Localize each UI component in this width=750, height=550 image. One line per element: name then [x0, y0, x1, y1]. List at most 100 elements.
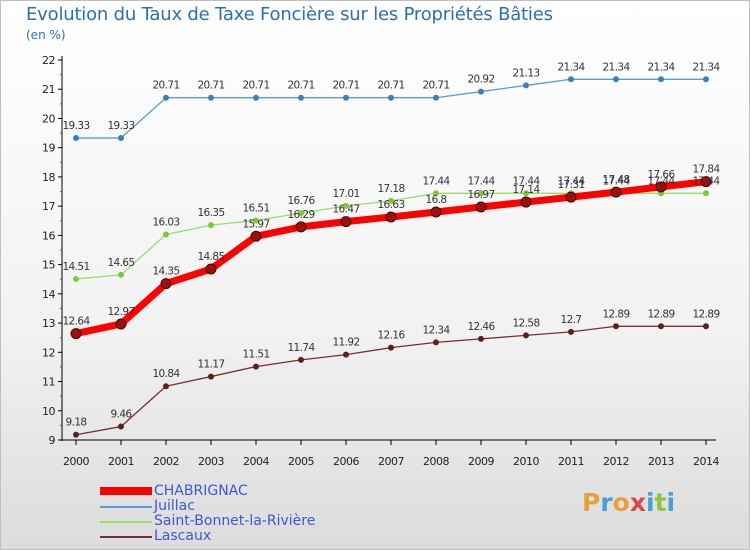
- y-tick-label: 12: [42, 346, 55, 359]
- data-label: 16.35: [197, 207, 224, 219]
- data-point: [613, 76, 619, 83]
- data-point: [433, 339, 439, 346]
- data-point: [298, 356, 304, 363]
- data-point: [478, 190, 484, 197]
- data-point: [208, 222, 214, 229]
- x-tick-label: 2000: [63, 455, 89, 468]
- data-point: [163, 383, 169, 390]
- legend-label: CHABRIGNAC: [154, 483, 248, 499]
- data-point: [388, 344, 394, 351]
- data-point: [703, 190, 709, 197]
- y-tick-label: 21: [42, 83, 55, 96]
- data-label: 14.35: [152, 266, 179, 278]
- x-tick-label: 2008: [423, 455, 449, 468]
- data-point: [388, 197, 394, 204]
- legend-swatch: [100, 487, 152, 495]
- data-label: 21.34: [647, 61, 675, 73]
- data-point: [208, 373, 214, 380]
- data-label: 20.71: [422, 80, 449, 92]
- legend-label: Juillac: [154, 498, 195, 514]
- data-label: 12.46: [467, 321, 495, 333]
- data-point: [523, 190, 529, 197]
- data-label: 21.34: [692, 61, 720, 73]
- data-label: 21.34: [557, 61, 585, 73]
- data-label: 12.89: [647, 308, 674, 320]
- data-label: 17.44: [647, 175, 675, 187]
- series-line-3: [75, 325, 706, 436]
- data-point: [115, 318, 127, 330]
- y-tick-label: 18: [42, 171, 55, 184]
- data-point: [343, 351, 349, 358]
- data-point: [433, 190, 439, 197]
- data-label: 20.71: [242, 80, 269, 92]
- data-point: [385, 211, 397, 223]
- data-label: 20.71: [197, 80, 224, 92]
- x-tick-label: 2014: [693, 455, 719, 468]
- x-tick-label: 2012: [603, 455, 629, 468]
- y-tick-label: 19: [42, 142, 55, 155]
- data-point: [205, 263, 217, 275]
- x-tick-label: 2011: [558, 455, 584, 468]
- data-point: [388, 94, 394, 101]
- logo-letter: t: [654, 488, 667, 517]
- data-label: 17.44: [692, 175, 720, 187]
- data-label: 17.44: [602, 175, 630, 187]
- data-point: [523, 82, 529, 89]
- logo-letter: i: [646, 488, 655, 517]
- legend-label: Lascaux: [154, 528, 212, 544]
- data-label: 20.71: [152, 80, 179, 92]
- data-label: 20.71: [332, 80, 359, 92]
- data-point: [118, 271, 124, 278]
- data-point: [160, 278, 172, 290]
- data-point: [253, 363, 259, 370]
- data-point: [520, 196, 532, 208]
- x-tick-label: 2002: [153, 455, 179, 468]
- legend-swatch: [100, 521, 152, 523]
- legend-label: Saint-Bonnet-la-Rivière: [154, 513, 316, 529]
- data-point: [568, 76, 574, 83]
- data-label: 16.8: [426, 194, 447, 206]
- data-point: [298, 210, 304, 217]
- data-label: 17.44: [512, 175, 540, 187]
- x-tick-label: 2001: [108, 455, 134, 468]
- logo-letter: x: [629, 488, 646, 517]
- logo-letter: i: [666, 488, 676, 517]
- data-point: [253, 94, 259, 101]
- data-label: 16.29: [287, 209, 314, 221]
- data-label: 16.51: [242, 202, 269, 214]
- y-tick-label: 14: [42, 288, 55, 301]
- data-point: [658, 323, 664, 330]
- data-label: 11.51: [242, 349, 269, 361]
- chart-title: Evolution du Taux de Taxe Foncière sur l…: [26, 4, 553, 25]
- data-point: [295, 221, 307, 233]
- logo-letter: r: [600, 488, 613, 517]
- data-label: 17.48: [602, 174, 629, 186]
- x-tick-label: 2007: [378, 455, 404, 468]
- data-label: 17.44: [422, 175, 450, 187]
- data-label: 12.7: [561, 314, 582, 326]
- x-tick-label: 2005: [288, 455, 314, 468]
- y-tick-label: 11: [42, 376, 55, 389]
- proxiti-logo: Proxiti: [582, 488, 675, 517]
- x-tick-label: 2013: [648, 455, 674, 468]
- data-point: [658, 76, 664, 83]
- data-label: 14.65: [107, 257, 134, 269]
- data-point: [73, 275, 79, 282]
- data-label: 20.71: [377, 80, 404, 92]
- data-label: 10.84: [152, 368, 180, 380]
- data-point: [568, 328, 574, 335]
- data-label: 11.17: [197, 359, 224, 371]
- data-point: [250, 230, 262, 242]
- data-point: [478, 335, 484, 342]
- x-tick-label: 2004: [243, 455, 269, 468]
- data-label: 16.97: [467, 189, 494, 201]
- data-label: 14.51: [62, 261, 89, 273]
- logo-letter: o: [612, 488, 630, 517]
- data-point: [655, 181, 667, 193]
- y-tick-label: 16: [42, 229, 55, 242]
- data-point: [700, 176, 712, 188]
- y-axis-unit: (en %): [26, 28, 66, 42]
- x-tick-label: 2010: [513, 455, 539, 468]
